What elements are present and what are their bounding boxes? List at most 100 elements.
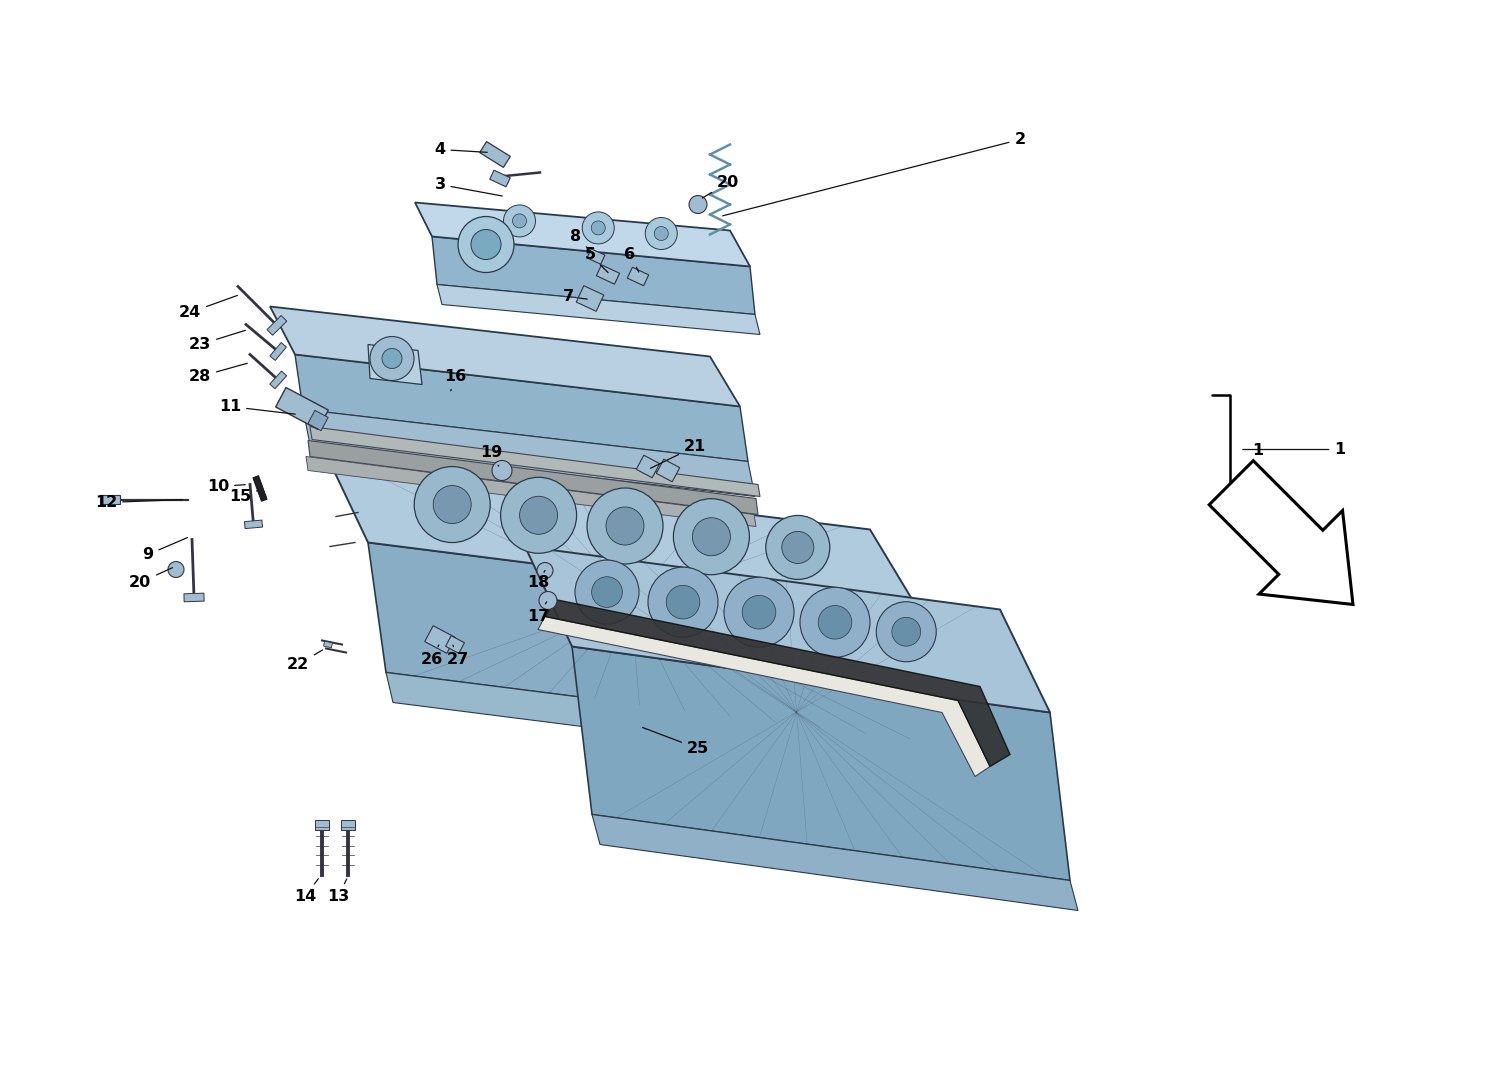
Circle shape [492, 461, 512, 480]
Text: 7: 7 [562, 289, 586, 304]
Polygon shape [340, 820, 356, 830]
Polygon shape [572, 647, 1070, 881]
Circle shape [800, 587, 870, 658]
Circle shape [370, 337, 414, 380]
Polygon shape [489, 170, 510, 187]
Polygon shape [308, 411, 328, 430]
Circle shape [892, 617, 921, 646]
Text: 2: 2 [723, 132, 1026, 216]
Text: 13: 13 [327, 879, 350, 904]
Circle shape [688, 196, 706, 213]
Text: 25: 25 [642, 727, 710, 756]
Circle shape [513, 213, 526, 228]
Text: 5: 5 [585, 247, 608, 272]
Text: 10: 10 [207, 479, 245, 494]
Polygon shape [627, 267, 648, 285]
Text: 19: 19 [480, 445, 502, 466]
Polygon shape [416, 203, 750, 267]
Text: 20: 20 [702, 175, 740, 198]
Circle shape [818, 605, 852, 639]
Text: 3: 3 [435, 178, 502, 196]
Polygon shape [436, 284, 760, 334]
Text: 27: 27 [447, 645, 470, 666]
Text: 16: 16 [444, 369, 466, 391]
Circle shape [782, 531, 814, 563]
Circle shape [168, 562, 184, 577]
Circle shape [648, 567, 718, 637]
Polygon shape [636, 455, 660, 478]
Circle shape [538, 591, 556, 610]
Polygon shape [432, 236, 754, 315]
Text: 8: 8 [570, 229, 592, 253]
Circle shape [606, 507, 644, 544]
Polygon shape [424, 626, 456, 653]
Circle shape [471, 230, 501, 259]
Circle shape [742, 596, 776, 629]
Polygon shape [270, 371, 286, 389]
Text: 24: 24 [178, 295, 237, 320]
Text: 1: 1 [1252, 443, 1263, 458]
Polygon shape [586, 248, 604, 265]
Polygon shape [368, 542, 938, 743]
Text: 23: 23 [189, 330, 246, 352]
Text: 22: 22 [286, 650, 322, 672]
Circle shape [724, 577, 794, 647]
Polygon shape [270, 306, 740, 406]
Text: 6: 6 [624, 247, 639, 272]
Polygon shape [1209, 461, 1353, 604]
Text: 4: 4 [435, 142, 488, 157]
Text: 12: 12 [94, 495, 182, 510]
Polygon shape [296, 355, 748, 462]
Circle shape [586, 488, 663, 564]
Polygon shape [254, 476, 267, 501]
Polygon shape [576, 285, 604, 311]
Circle shape [433, 486, 471, 524]
Polygon shape [592, 815, 1078, 910]
Text: 14: 14 [294, 879, 318, 904]
Circle shape [693, 517, 730, 555]
Polygon shape [657, 460, 680, 481]
Text: 21: 21 [651, 439, 706, 468]
Polygon shape [368, 344, 422, 384]
Polygon shape [330, 463, 920, 612]
Text: 26: 26 [422, 645, 442, 666]
Polygon shape [303, 409, 754, 497]
Circle shape [591, 221, 604, 235]
Circle shape [591, 577, 622, 608]
Text: 1: 1 [1244, 442, 1346, 457]
Text: 9: 9 [142, 538, 188, 562]
Text: 20: 20 [129, 567, 173, 590]
Circle shape [666, 586, 700, 619]
Circle shape [501, 477, 576, 553]
Polygon shape [324, 641, 333, 648]
Circle shape [766, 515, 830, 579]
Polygon shape [525, 547, 1050, 712]
Polygon shape [184, 594, 204, 602]
Polygon shape [306, 456, 756, 526]
Circle shape [876, 602, 936, 662]
Circle shape [654, 227, 669, 241]
Text: 11: 11 [219, 399, 296, 414]
Polygon shape [244, 521, 262, 528]
Text: 28: 28 [189, 364, 248, 384]
Polygon shape [386, 673, 945, 772]
Circle shape [458, 217, 514, 272]
Polygon shape [276, 388, 328, 429]
Circle shape [674, 499, 750, 575]
Text: 17: 17 [526, 602, 549, 624]
Circle shape [645, 218, 678, 249]
Circle shape [519, 497, 558, 535]
Circle shape [574, 560, 639, 624]
Circle shape [582, 212, 615, 244]
Polygon shape [538, 616, 990, 776]
Polygon shape [480, 142, 510, 168]
Polygon shape [310, 427, 760, 497]
Polygon shape [315, 820, 328, 830]
Polygon shape [544, 600, 1010, 767]
Circle shape [537, 563, 554, 578]
Polygon shape [270, 343, 286, 360]
Text: 18: 18 [526, 571, 549, 590]
Text: 15: 15 [230, 489, 258, 504]
Polygon shape [308, 440, 758, 514]
Polygon shape [446, 636, 465, 653]
